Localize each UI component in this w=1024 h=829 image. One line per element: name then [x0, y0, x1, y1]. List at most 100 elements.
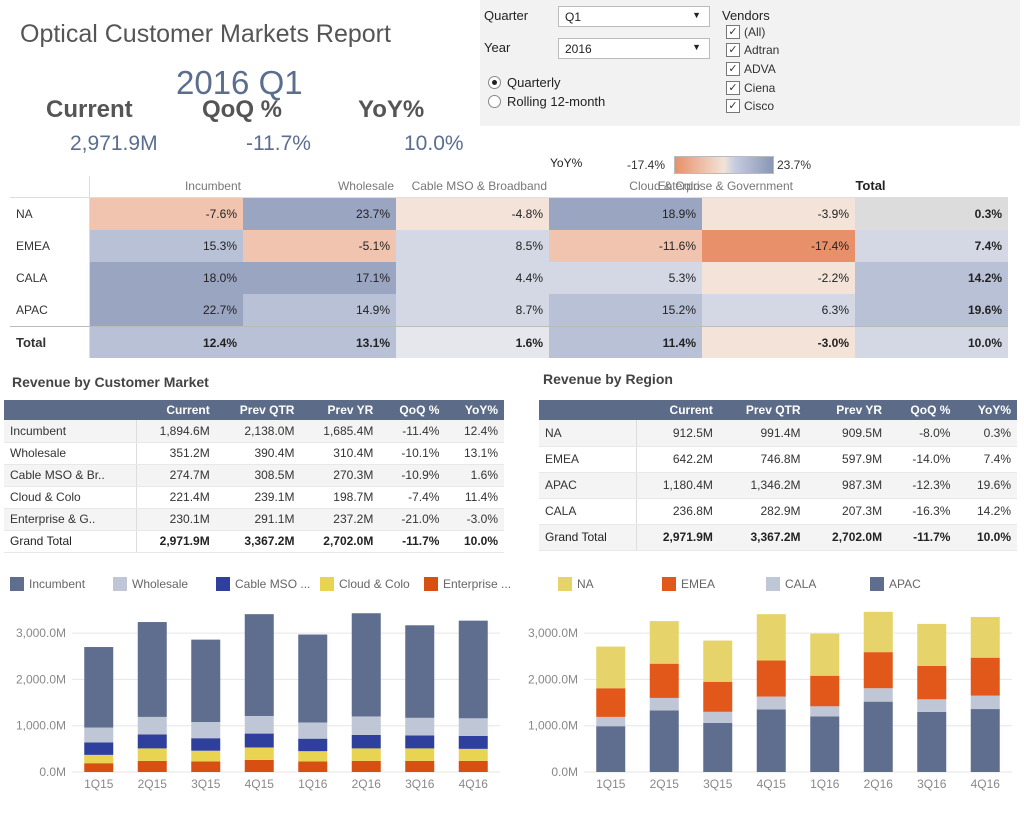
bar-segment[interactable]: [298, 761, 328, 772]
bar-segment[interactable]: [84, 754, 114, 764]
table-column-header[interactable]: Current: [636, 400, 719, 420]
bar-segment[interactable]: [191, 761, 221, 772]
bar-segment[interactable]: [244, 733, 274, 748]
bar-segment[interactable]: [649, 710, 679, 772]
bar-segment[interactable]: [970, 709, 1000, 772]
bar-segment[interactable]: [458, 748, 488, 761]
bar-segment[interactable]: [810, 706, 840, 717]
bar-segment[interactable]: [458, 718, 488, 736]
bar-segment[interactable]: [84, 647, 114, 728]
bar-segment[interactable]: [970, 657, 1000, 696]
chart-legend-item[interactable]: Incumbent: [10, 577, 85, 591]
bar-segment[interactable]: [351, 613, 381, 717]
table-column-header[interactable]: YoY%: [445, 400, 504, 420]
bar-segment[interactable]: [917, 623, 947, 667]
quarter-select[interactable]: Q1 ▼: [558, 6, 710, 27]
bar-segment[interactable]: [917, 699, 947, 712]
table-column-header[interactable]: Prev YR: [806, 400, 889, 420]
chart-legend-item[interactable]: NA: [558, 577, 594, 591]
vendor-checkbox-adtran[interactable]: ✓ Adtran: [726, 43, 779, 57]
table-column-header[interactable]: Prev QTR: [718, 400, 807, 420]
bar-segment[interactable]: [703, 681, 733, 712]
bar-segment[interactable]: [458, 620, 488, 719]
bar-segment[interactable]: [703, 722, 733, 772]
bar-segment[interactable]: [191, 738, 221, 751]
bar-segment[interactable]: [191, 722, 221, 739]
bar-segment[interactable]: [137, 760, 167, 772]
bar-segment[interactable]: [137, 716, 167, 735]
bar-segment[interactable]: [84, 763, 114, 772]
chart-legend-item[interactable]: Wholesale: [113, 577, 188, 591]
bar-segment[interactable]: [649, 663, 679, 698]
bar-segment[interactable]: [917, 711, 947, 772]
bar-segment[interactable]: [863, 652, 893, 689]
bar-segment[interactable]: [756, 696, 786, 710]
bar-segment[interactable]: [244, 747, 274, 760]
bar-segment[interactable]: [191, 639, 221, 723]
bar-segment[interactable]: [810, 716, 840, 772]
bar-segment[interactable]: [810, 633, 840, 676]
bar-segment[interactable]: [244, 715, 274, 734]
bar-segment[interactable]: [137, 734, 167, 749]
bar-segment[interactable]: [84, 742, 114, 755]
bar-segment[interactable]: [351, 748, 381, 761]
bar-segment[interactable]: [970, 616, 1000, 658]
bar-segment[interactable]: [756, 614, 786, 661]
bar-segment[interactable]: [703, 640, 733, 682]
bar-segment[interactable]: [703, 711, 733, 723]
bar-segment[interactable]: [863, 611, 893, 653]
bar-segment[interactable]: [917, 666, 947, 700]
bar-segment[interactable]: [351, 716, 381, 735]
chart-legend-item[interactable]: EMEA: [662, 577, 715, 591]
bar-segment[interactable]: [137, 622, 167, 717]
bar-segment[interactable]: [351, 734, 381, 749]
bar-segment[interactable]: [863, 701, 893, 772]
bar-segment[interactable]: [405, 717, 435, 736]
bar-segment[interactable]: [298, 722, 328, 739]
bar-segment[interactable]: [405, 735, 435, 749]
table-column-header[interactable]: [4, 400, 137, 420]
table-column-header[interactable]: [539, 400, 637, 420]
bar-segment[interactable]: [649, 621, 679, 664]
bar-segment[interactable]: [596, 716, 626, 727]
table-column-header[interactable]: YoY%: [956, 400, 1017, 420]
bar-segment[interactable]: [405, 760, 435, 772]
bar-segment[interactable]: [596, 726, 626, 772]
chart-legend-item[interactable]: Enterprise ...: [424, 577, 511, 591]
chart-legend-item[interactable]: CALA: [766, 577, 816, 591]
bar-segment[interactable]: [351, 760, 381, 772]
bar-segment[interactable]: [596, 688, 626, 717]
radio-rolling[interactable]: Rolling 12-month: [488, 94, 605, 109]
table-column-header[interactable]: Prev YR: [300, 400, 380, 420]
chart-legend-item[interactable]: APAC: [870, 577, 921, 591]
bar-segment[interactable]: [405, 748, 435, 761]
table-column-header[interactable]: QoQ %: [888, 400, 957, 420]
bar-segment[interactable]: [596, 646, 626, 689]
bar-segment[interactable]: [649, 697, 679, 711]
vendor-checkbox-cisco[interactable]: ✓ Cisco: [726, 99, 774, 113]
table-column-header[interactable]: QoQ %: [379, 400, 446, 420]
bar-segment[interactable]: [756, 660, 786, 697]
radio-quarterly[interactable]: Quarterly: [488, 75, 560, 90]
table-column-header[interactable]: Prev QTR: [215, 400, 301, 420]
vendor-checkbox-all[interactable]: ✓ (All): [726, 25, 765, 39]
bar-segment[interactable]: [810, 675, 840, 707]
chart-legend-item[interactable]: Cable MSO ...: [216, 577, 310, 591]
bar-segment[interactable]: [298, 634, 328, 723]
chart-legend-item[interactable]: Cloud & Colo: [320, 577, 410, 591]
bar-segment[interactable]: [298, 738, 328, 752]
vendor-checkbox-ciena[interactable]: ✓ Ciena: [726, 81, 775, 95]
bar-segment[interactable]: [458, 760, 488, 772]
bar-segment[interactable]: [863, 688, 893, 702]
bar-segment[interactable]: [458, 735, 488, 749]
bar-segment[interactable]: [970, 695, 1000, 710]
bar-segment[interactable]: [84, 727, 114, 743]
bar-segment[interactable]: [191, 750, 221, 762]
bar-segment[interactable]: [298, 751, 328, 762]
bar-segment[interactable]: [405, 625, 435, 718]
year-select[interactable]: 2016 ▼: [558, 38, 710, 59]
bar-segment[interactable]: [244, 759, 274, 772]
vendor-checkbox-adva[interactable]: ✓ ADVA: [726, 62, 776, 76]
bar-segment[interactable]: [244, 614, 274, 716]
table-column-header[interactable]: Current: [136, 400, 216, 420]
